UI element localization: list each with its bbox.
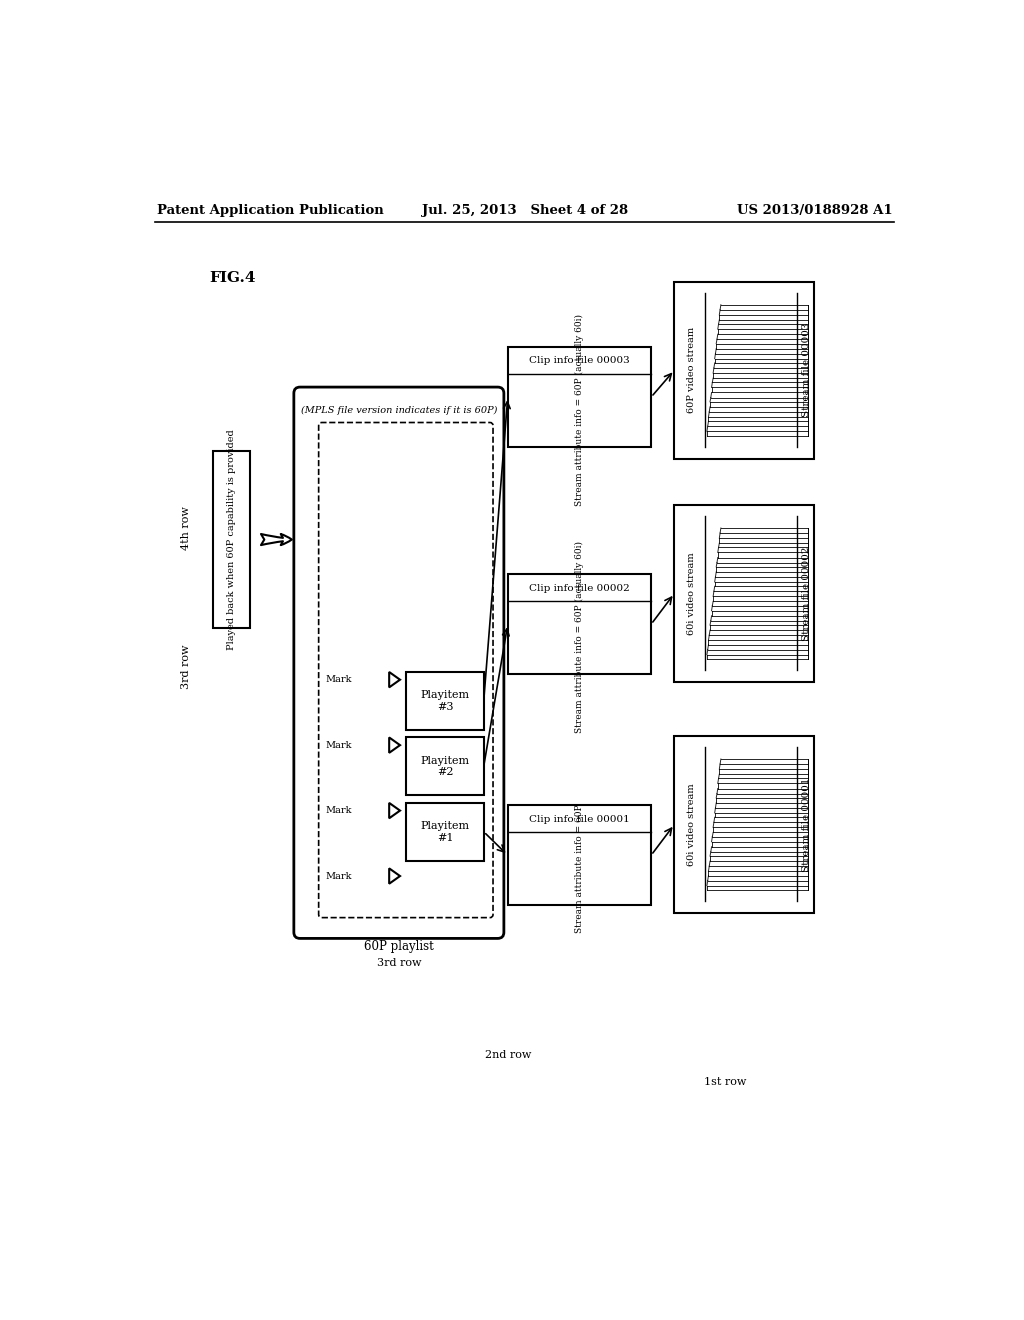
Bar bbox=[407, 672, 483, 730]
Text: Clip info file 00001: Clip info file 00001 bbox=[529, 814, 630, 824]
Text: 4th row: 4th row bbox=[181, 506, 191, 550]
Text: 2nd row: 2nd row bbox=[484, 1051, 530, 1060]
Bar bbox=[213, 451, 251, 628]
Bar bbox=[508, 574, 651, 675]
Text: 1st row: 1st row bbox=[703, 1077, 745, 1088]
Text: Stream file 00003: Stream file 00003 bbox=[802, 323, 811, 417]
Text: Stream file 00002: Stream file 00002 bbox=[802, 546, 811, 640]
Text: Playitem
#2: Playitem #2 bbox=[421, 755, 470, 777]
Text: 3rd row: 3rd row bbox=[377, 958, 421, 968]
Text: 60P video stream: 60P video stream bbox=[687, 327, 696, 413]
Text: 3rd row: 3rd row bbox=[181, 644, 191, 689]
Text: Stream attribute info = 60P (actually 60i): Stream attribute info = 60P (actually 60… bbox=[574, 314, 584, 506]
Text: 60i video stream: 60i video stream bbox=[687, 783, 696, 866]
Text: Playitem
#3: Playitem #3 bbox=[421, 690, 470, 711]
Bar bbox=[407, 738, 483, 795]
FancyBboxPatch shape bbox=[294, 387, 504, 939]
FancyBboxPatch shape bbox=[318, 422, 493, 917]
Text: Jul. 25, 2013   Sheet 4 of 28: Jul. 25, 2013 Sheet 4 of 28 bbox=[422, 205, 628, 218]
Text: Mark: Mark bbox=[326, 676, 352, 684]
Text: Stream file 00001: Stream file 00001 bbox=[802, 777, 811, 871]
Text: Stream attribute info = 60P: Stream attribute info = 60P bbox=[574, 804, 584, 933]
Text: Mark: Mark bbox=[326, 807, 352, 814]
Bar bbox=[675, 506, 814, 682]
Text: Clip info file 00002: Clip info file 00002 bbox=[529, 583, 630, 593]
Text: Mark: Mark bbox=[326, 741, 352, 750]
Text: Clip info file 00003: Clip info file 00003 bbox=[529, 356, 630, 366]
Text: US 2013/0188928 A1: US 2013/0188928 A1 bbox=[736, 205, 892, 218]
Text: 60P playlist: 60P playlist bbox=[364, 940, 434, 953]
Bar bbox=[675, 737, 814, 913]
Bar bbox=[675, 281, 814, 459]
Text: 60i video stream: 60i video stream bbox=[687, 552, 696, 635]
Text: Stream attribute info = 60P (actually 60i): Stream attribute info = 60P (actually 60… bbox=[574, 541, 584, 734]
Text: (MPLS file version indicates if it is 60P): (MPLS file version indicates if it is 60… bbox=[301, 405, 497, 414]
Text: Patent Application Publication: Patent Application Publication bbox=[158, 205, 384, 218]
Text: Played back when 60P capability is provided: Played back when 60P capability is provi… bbox=[227, 429, 237, 649]
Bar bbox=[508, 347, 651, 447]
Text: FIG.4: FIG.4 bbox=[209, 271, 256, 285]
Bar bbox=[508, 805, 651, 906]
Text: Playitem
#1: Playitem #1 bbox=[421, 821, 470, 842]
Bar bbox=[407, 803, 483, 861]
Text: Mark: Mark bbox=[326, 871, 352, 880]
